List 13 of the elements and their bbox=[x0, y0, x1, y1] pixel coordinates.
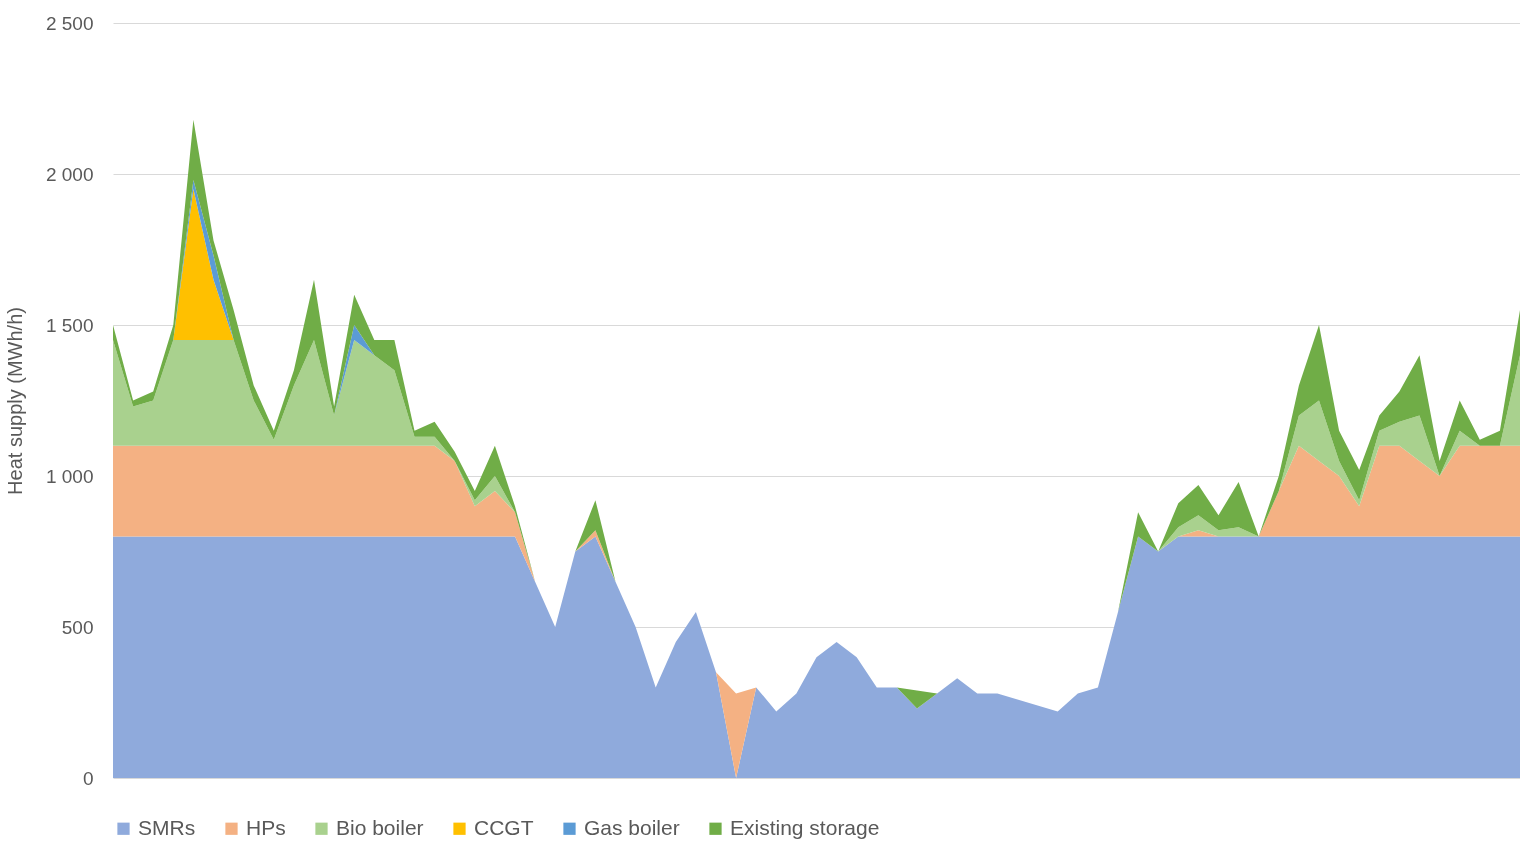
legend-label: HPs bbox=[246, 815, 286, 839]
y-tick-label: 2 500 bbox=[45, 12, 94, 34]
y-axis-title: Heat supply (MWh/h) bbox=[3, 307, 26, 495]
y-tick-label: 0 bbox=[82, 767, 94, 789]
legend-label: CCGT bbox=[474, 815, 534, 839]
y-tick-label: 2 000 bbox=[45, 163, 94, 185]
legend-label: Existing storage bbox=[730, 815, 880, 839]
y-tick-label: 1 000 bbox=[45, 465, 94, 487]
legend-label: SMRs bbox=[138, 815, 196, 839]
y-tick-label: 1 500 bbox=[45, 314, 94, 336]
y-tick-label: 500 bbox=[61, 616, 94, 638]
legend-label: Gas boiler bbox=[584, 815, 680, 839]
legend-label: Bio boiler bbox=[336, 815, 424, 839]
